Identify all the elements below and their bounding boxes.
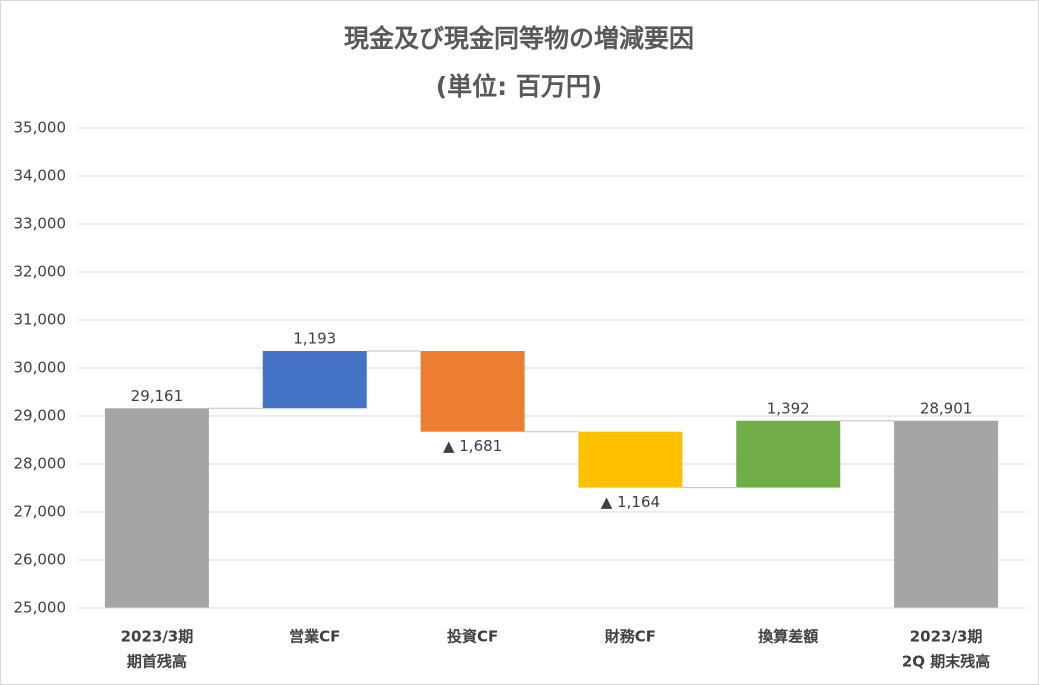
- x-tick-label: 2Q 期末残高: [902, 653, 990, 671]
- y-tick-label: 34,000: [14, 167, 67, 185]
- x-tick-label: 期首残高: [127, 653, 187, 671]
- y-tick-label: 25,000: [14, 599, 67, 617]
- x-tick-label: 投資CF: [447, 628, 498, 646]
- bar: [736, 420, 841, 488]
- x-tick-label: 換算差額: [758, 628, 818, 646]
- x-tick-label: 営業CF: [289, 628, 340, 646]
- y-tick-label: 33,000: [14, 215, 67, 233]
- y-tick-label: 27,000: [14, 503, 67, 521]
- bar: [894, 420, 999, 608]
- data-label: 29,161: [131, 387, 184, 405]
- bar: [578, 431, 683, 488]
- y-tick-label: 29,000: [14, 407, 67, 425]
- data-label: 1,193: [293, 330, 336, 348]
- y-tick-label: 31,000: [14, 311, 67, 329]
- data-label: ▲ 1,681: [443, 437, 502, 455]
- bar: [104, 408, 209, 608]
- y-tick-label: 32,000: [14, 263, 67, 281]
- data-label: ▲ 1,164: [601, 493, 660, 511]
- bar: [420, 351, 525, 432]
- y-tick-label: 26,000: [14, 551, 67, 569]
- y-tick-label: 30,000: [14, 359, 67, 377]
- y-tick-label: 35,000: [14, 119, 67, 137]
- chart-title: 現金及び現金同等物の増減要因: [344, 24, 694, 53]
- chart-subtitle: (単位: 百万円): [436, 72, 603, 101]
- y-tick-label: 28,000: [14, 455, 67, 473]
- bar: [262, 351, 367, 409]
- data-label: 28,901: [920, 399, 973, 417]
- x-tick-label: 財務CF: [604, 628, 656, 646]
- x-tick-label: 2023/3期: [121, 628, 194, 646]
- x-tick-label: 2023/3期: [910, 628, 983, 646]
- data-label: 1,392: [767, 399, 810, 417]
